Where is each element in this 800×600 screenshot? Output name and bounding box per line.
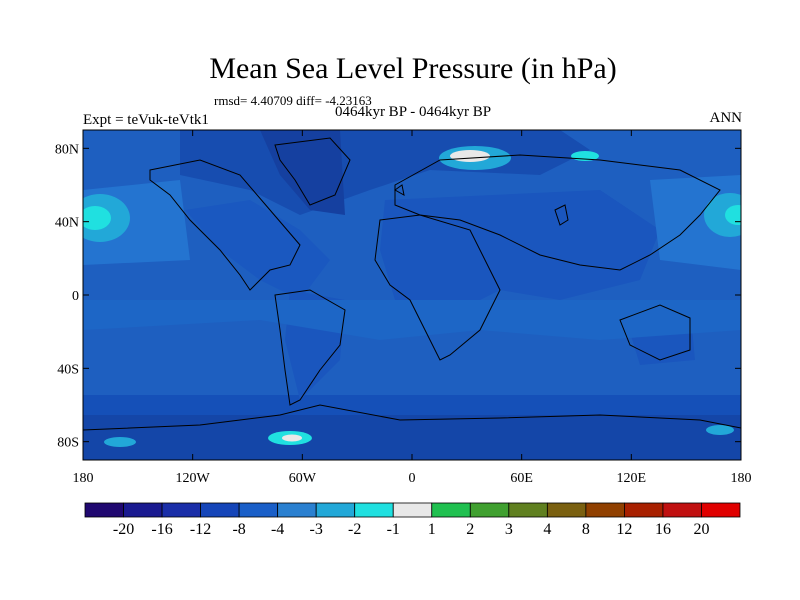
colorbar-label: -2 — [348, 521, 361, 538]
britain-coastline — [394, 184, 405, 196]
colorbar-box — [469, 502, 510, 518]
lon-tick-label: 180 — [731, 471, 752, 486]
eurasia-africa-region — [380, 190, 660, 320]
latitude-ticks: 80N 40N 0 40S 80S — [55, 142, 741, 451]
colorbar-label: 8 — [582, 521, 590, 538]
north-america-coastline — [149, 159, 301, 291]
australia-coastline — [619, 304, 691, 361]
colorbar-box — [546, 502, 587, 518]
colorbar-label: 16 — [655, 521, 671, 538]
lat-tick-label: 0 — [72, 289, 79, 304]
map-field — [83, 130, 741, 460]
antarctic-high-cell-west — [104, 437, 136, 447]
lon-tick-label: 180 — [73, 471, 94, 486]
lon-tick-label: 60E — [510, 471, 533, 486]
south-america-coastline — [274, 289, 346, 406]
lat-tick-label: 80N — [55, 142, 79, 157]
colorbar-box — [662, 502, 702, 518]
colorbar-box — [585, 502, 625, 518]
greenland-coastline — [274, 137, 351, 206]
colorbar-box — [84, 502, 124, 518]
period-text: 0464kyr BP - 0464kyr BP — [334, 104, 492, 120]
lat-tick-label: 40S — [57, 362, 79, 377]
colorbar-label: 3 — [505, 521, 513, 538]
coastlines — [83, 137, 741, 431]
colorbar-label: 12 — [616, 521, 632, 538]
greenland-low-region — [260, 130, 345, 215]
colorbar-box — [701, 502, 741, 518]
pacific-high-core-east — [725, 205, 741, 225]
lon-tick-label: 0 — [409, 471, 416, 486]
colorbar-box — [431, 502, 471, 518]
experiment-label: Expt = teVuk-teVtk1 — [83, 112, 209, 128]
colorbar-box — [277, 502, 317, 518]
colorbar-box — [354, 502, 394, 518]
colorbar-box — [161, 502, 201, 518]
colorbar-box — [624, 502, 664, 518]
japan-coastline — [554, 204, 569, 226]
lat-tick-label: 40N — [55, 216, 79, 231]
colorbar-label: -12 — [190, 521, 211, 538]
colorbar-label: 20 — [693, 521, 709, 538]
pacific-high-core-west — [83, 206, 111, 230]
map-title: Mean Sea Level Pressure (in hPa) — [209, 52, 617, 85]
colorbar-box — [238, 502, 279, 518]
colorbar-box — [508, 502, 548, 518]
colorbar-label: 1 — [428, 521, 436, 538]
colorbar-label: -20 — [113, 521, 134, 538]
pacific-high-cell-east — [704, 193, 741, 237]
colorbar-label: -4 — [271, 521, 284, 538]
north-america-region — [185, 200, 330, 300]
lon-tick-label: 120E — [617, 471, 647, 486]
africa-coastline — [374, 214, 501, 361]
colorbar-label: -1 — [387, 521, 400, 538]
antarctic-high-core — [282, 434, 302, 442]
colorbar-label: -3 — [310, 521, 323, 538]
antarctic-core-region — [83, 415, 741, 460]
colorbar-box — [392, 502, 433, 518]
longitude-ticks: 180 120W 60W 0 60E 120E 180 — [73, 130, 752, 486]
antarctic-high-cell-east — [706, 425, 734, 435]
colorbar-box — [123, 502, 163, 518]
lat-tick-label: 80S — [57, 436, 79, 451]
lon-tick-label: 120W — [176, 471, 211, 486]
eurasia-coastline — [394, 154, 721, 271]
lon-tick-label: 60W — [289, 471, 317, 486]
colorbar-label: 4 — [543, 521, 551, 538]
colorbar-box — [315, 502, 356, 518]
colorbar-box — [200, 502, 240, 518]
antarctica-coastline — [83, 404, 741, 431]
colorbar-label: 2 — [466, 521, 474, 538]
colorbar-label: -8 — [232, 521, 245, 538]
colorbar-label: -16 — [151, 521, 172, 538]
season-label: ANN — [709, 110, 743, 126]
stats-text: rmsd= 4.40709 diff= -4.23163 — [214, 93, 372, 108]
tropical-band — [83, 300, 741, 340]
